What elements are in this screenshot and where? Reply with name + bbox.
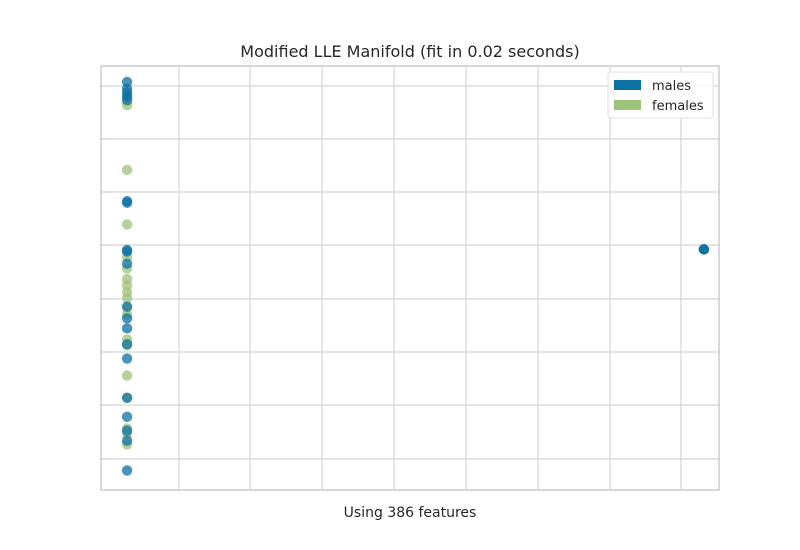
data-point-males	[121, 258, 133, 269]
data-point-males	[121, 411, 133, 423]
data-point-females	[121, 292, 133, 304]
axes-background	[101, 66, 719, 490]
series-males	[121, 76, 710, 476]
legend-label-males: males	[652, 79, 691, 94]
data-point-males	[121, 435, 133, 446]
x-axis-label: Using 386 features	[344, 505, 477, 521]
data-point-males	[121, 465, 133, 476]
data-point-females	[121, 370, 133, 381]
data-point-males	[121, 246, 133, 257]
data-point-males	[121, 425, 133, 436]
data-point-males	[121, 301, 133, 312]
data-point-males	[121, 353, 133, 364]
data-point-females	[121, 219, 133, 230]
data-point-males	[121, 392, 133, 403]
data-point-males	[121, 323, 133, 334]
plot-area	[100, 65, 720, 491]
chart-title: Modified LLE Manifold (fit in 0.02 secon…	[240, 42, 579, 61]
data-point-males	[121, 313, 133, 324]
data-point-males	[121, 197, 133, 208]
axes-frame	[100, 65, 720, 491]
legend-swatch-females	[614, 100, 641, 110]
data-point-females	[121, 164, 133, 176]
data-point-males	[121, 94, 133, 106]
legend-swatch-males	[614, 80, 641, 90]
data-point-males	[121, 339, 133, 350]
legend-label-females: females	[652, 99, 704, 114]
data-point-males	[698, 244, 710, 255]
legend: males females	[607, 71, 714, 119]
